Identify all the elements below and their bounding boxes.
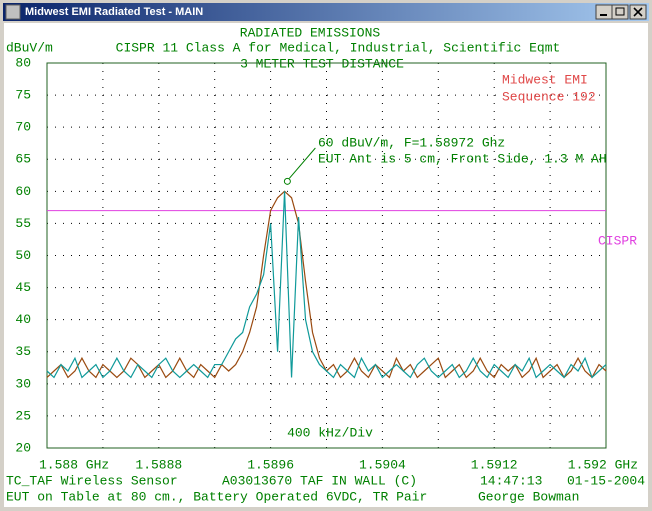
plot-frame <box>46 62 607 449</box>
peak-marker <box>283 177 291 185</box>
y-tick-label: 70 <box>15 120 31 135</box>
footer-text: A03013670 TAF IN WALL (C) <box>222 473 417 488</box>
footer-text: 14:47:13 <box>480 473 542 488</box>
limit-label: CISPR <box>598 233 637 248</box>
annotation-text: EUT Ant is 5 cm, Front Side, 1.3 M AH <box>318 151 607 166</box>
y-tick-label: 40 <box>15 312 31 327</box>
y-tick-label: 55 <box>15 216 31 231</box>
x-tick-label: 1.5888 <box>135 457 182 472</box>
chart-title: RADIATED EMISSIONS <box>240 25 381 40</box>
y-tick-label: 80 <box>15 55 31 70</box>
title-bar <box>3 3 649 21</box>
leader-line <box>288 147 316 179</box>
y-tick-label: 65 <box>15 152 31 167</box>
x-tick-label: 1.588 GHz <box>39 457 109 472</box>
trace <box>46 191 607 379</box>
y-tick-label: 30 <box>15 376 31 391</box>
footer-text: TC_TAF Wireless Sensor <box>6 473 178 488</box>
y-tick-label: 35 <box>15 344 31 359</box>
y-tick-label: 25 <box>15 408 31 423</box>
app-icon <box>5 4 21 20</box>
company-label: Midwest EMI <box>502 72 588 87</box>
footer-text: 01-15-2004 <box>567 473 645 488</box>
sequence-label: Sequence 192 <box>502 89 596 104</box>
x-tick-label: 1.5904 <box>359 457 406 472</box>
y-tick-label: 50 <box>15 248 31 263</box>
close-icon <box>633 7 643 17</box>
annotation-text: 60 dBuV/m, F=1.58972 Ghz <box>318 135 505 150</box>
y-axis-label: dBuV/m <box>6 40 53 55</box>
x-tick-label: 1.592 GHz <box>568 457 638 472</box>
window-title: Midwest EMI Radiated Test - MAIN <box>25 6 203 18</box>
y-tick-label: 20 <box>15 440 31 455</box>
maximize-icon <box>615 7 625 16</box>
footer-text: George Bowman <box>478 489 579 504</box>
y-tick-label: 60 <box>15 184 31 199</box>
minimize-icon <box>600 14 607 16</box>
minimize-button[interactable] <box>595 4 613 20</box>
maximize-button[interactable] <box>611 4 629 20</box>
x-tick-label: 1.5912 <box>471 457 518 472</box>
x-tick-label: 1.5896 <box>247 457 294 472</box>
window-buttons <box>595 4 647 20</box>
chart-subtitle: 3 METER TEST DISTANCE <box>240 56 404 71</box>
footer-text: EUT on Table at 80 cm., Battery Operated… <box>6 489 427 504</box>
y-tick-label: 75 <box>15 88 31 103</box>
chart-subtitle: CISPR 11 Class A for Medical, Industrial… <box>116 40 561 55</box>
division-label: 400 kHz/Div <box>287 425 373 440</box>
y-tick-label: 45 <box>15 280 31 295</box>
